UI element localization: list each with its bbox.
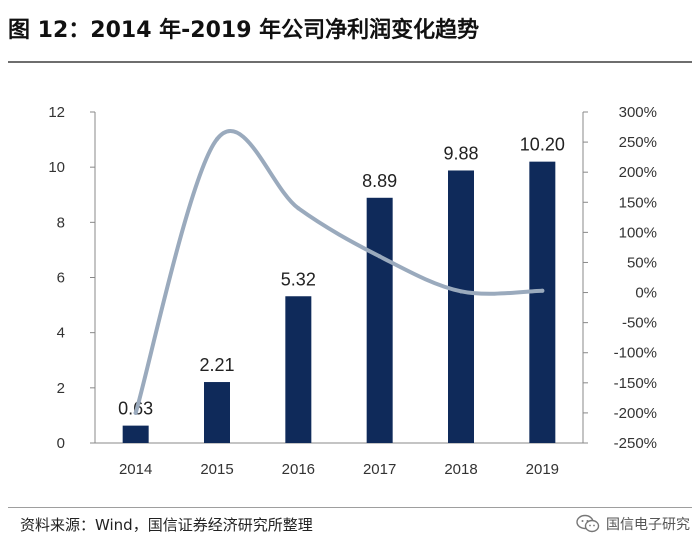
y-right-tick-label: -200% <box>614 405 657 422</box>
y-left-tick-label: 6 <box>57 270 65 287</box>
bar-value-label: 2.21 <box>199 355 234 375</box>
bar-2015 <box>204 382 230 443</box>
source-note: 资料来源：Wind，国信证券经济研究所整理 <box>20 516 313 534</box>
y-right-tick-label: 200% <box>619 164 657 181</box>
wechat-icon <box>576 514 600 533</box>
growth-point-2014 <box>133 410 138 415</box>
growth-point-2016 <box>296 206 301 211</box>
y-left-tick-label: 2 <box>57 380 65 397</box>
chart-title: 图 12：2014 年-2019 年公司净利润变化趋势 <box>8 18 480 43</box>
y-left-tick-label: 10 <box>48 159 65 176</box>
growth-point-2018 <box>459 289 463 294</box>
bar-2019 <box>529 161 556 443</box>
bar-value-label: 9.88 <box>443 143 478 163</box>
y-right-tick-label: 0% <box>635 285 657 302</box>
x-tick-label: 2018 <box>444 461 477 478</box>
bar-value-label: 8.89 <box>362 171 397 191</box>
growth-rate-line <box>133 129 545 415</box>
y-right-tick-label: 50% <box>627 254 657 271</box>
watermark-text: 国信电子研究 <box>606 517 690 533</box>
y-right-tick-label: -250% <box>614 435 657 452</box>
growth-point-2015 <box>215 137 219 142</box>
watermark: 国信电子研究 <box>576 511 690 537</box>
y-left-tick-label: 0 <box>57 435 65 452</box>
bar-2018 <box>448 170 474 443</box>
growth-point-2017 <box>377 254 382 259</box>
y-right-tick-label: 100% <box>619 224 657 241</box>
y-right-tick-label: -100% <box>614 345 657 362</box>
x-tick-label: 2015 <box>200 461 233 478</box>
x-tick-label: 2014 <box>119 461 152 478</box>
y-right-tick-label: 250% <box>619 134 657 151</box>
y-left-tick-label: 4 <box>57 325 65 342</box>
y-right-tick-label: -150% <box>614 375 657 392</box>
net-profit-chart: 0 2 4 6 8 10 12 -250% -200% -150% -100% -50% 0% 50% 10… <box>48 104 657 478</box>
bar-2014 <box>122 425 149 443</box>
y-right-tick-label: 150% <box>619 194 657 211</box>
x-tick-label: 2016 <box>282 461 315 478</box>
x-tick-label: 2017 <box>363 461 396 478</box>
bar-2017 <box>366 197 393 443</box>
bar-2016 <box>285 296 312 443</box>
footer-divider <box>8 507 692 508</box>
y-right-tick-label: -50% <box>622 315 657 332</box>
y-left-tick-label: 8 <box>57 214 65 231</box>
bar-value-label: 5.32 <box>281 269 316 289</box>
growth-point-2019 <box>540 288 545 293</box>
x-tick-label: 2019 <box>526 461 559 478</box>
y-left-tick-label: 12 <box>48 104 65 121</box>
y-right-tick-label: 300% <box>619 104 657 121</box>
bar-value-label: 10.20 <box>520 135 565 155</box>
title-divider <box>8 61 692 63</box>
